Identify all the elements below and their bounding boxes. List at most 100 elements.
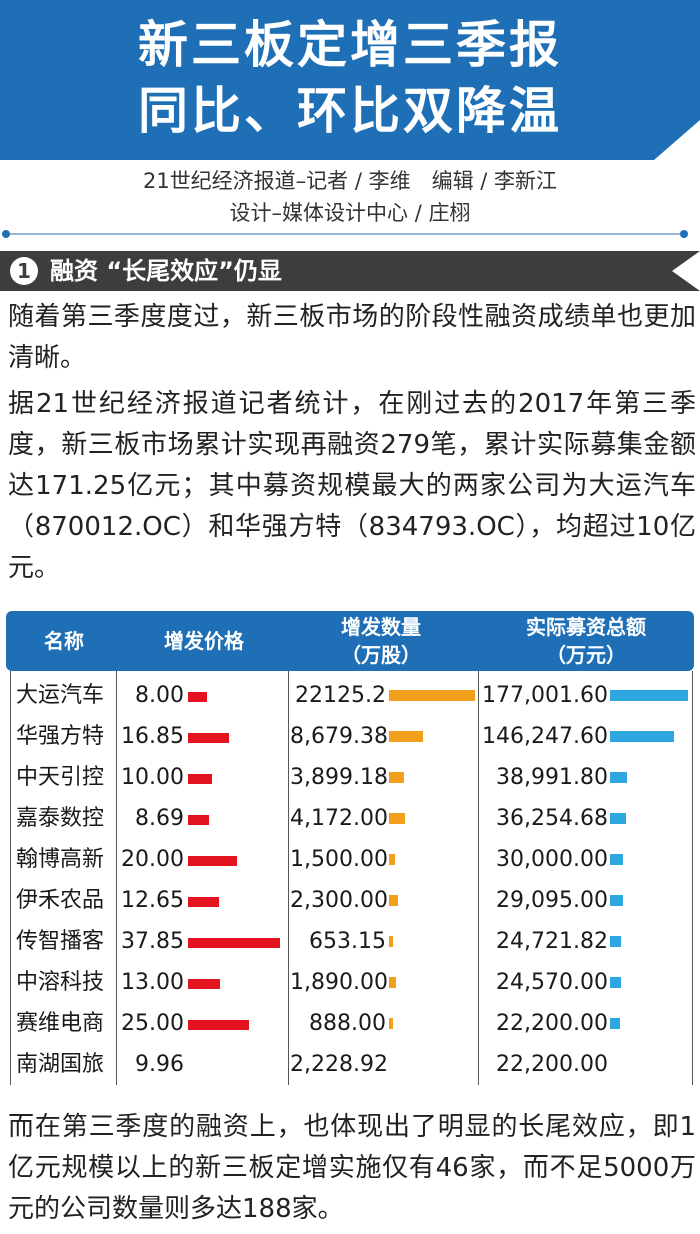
amount-bar (610, 936, 621, 947)
cell-name: 南湖国旅 (16, 1052, 105, 1077)
shares-bar (389, 936, 393, 947)
cell-name: 中天引控 (16, 765, 105, 790)
amount-bar (610, 772, 627, 783)
cell-shares: 888.00 (309, 1011, 386, 1036)
table-row: 大运汽车 8.00 22125.2 177,001.60 (6, 675, 694, 716)
cell-shares: 2,300.00 (290, 888, 388, 913)
cell-price: 12.65 (121, 888, 184, 913)
cell-price: 9.96 (135, 1052, 184, 1077)
title-banner: 新三板定增三季报 同比、环比双降温 (0, 0, 700, 160)
price-bar (188, 856, 237, 866)
table-row: 传智播客 37.85 653.15 24,721.82 (6, 921, 694, 962)
cell-shares: 1,890.00 (290, 970, 388, 995)
table-row: 嘉泰数控 8.69 4,172.00 36,254.68 (6, 798, 694, 839)
cell-amount: 30,000.00 (496, 847, 608, 872)
cell-shares: 3,899.18 (290, 765, 388, 790)
cell-amount: 22,200.00 (496, 1011, 608, 1036)
cell-name: 伊禾农品 (16, 888, 105, 913)
cell-shares: 4,172.00 (290, 806, 388, 831)
section-header: 1 融资 “长尾效应”仍显 (0, 251, 700, 291)
amount-bar (610, 977, 621, 988)
byline-reporter: 21世纪经济报道–记者 / 李维 编辑 / 李新江 (142, 169, 558, 193)
price-bar (188, 774, 212, 784)
cell-amount: 29,095.00 (496, 888, 608, 913)
header-price: 增发价格 (164, 629, 244, 653)
header-shares: 增发数量 (341, 615, 421, 639)
cell-name: 翰博高新 (16, 847, 105, 872)
cell-shares: 1,500.00 (290, 847, 388, 872)
cell-price: 25.00 (121, 1011, 184, 1036)
cell-price: 8.00 (135, 683, 184, 708)
cell-shares: 8,679.38 (290, 724, 388, 749)
shares-bar (389, 813, 405, 824)
column-divider (288, 671, 289, 1085)
cell-name: 传智播客 (16, 929, 105, 954)
cell-amount: 177,001.60 (482, 683, 608, 708)
paragraph-intro: 随着第三季度度过，新三板市场的阶段性融资成绩单也更加清晰。 (8, 302, 696, 373)
cell-shares: 2,228.92 (290, 1052, 388, 1077)
amount-bar (610, 731, 674, 742)
cell-name: 嘉泰数控 (16, 806, 105, 831)
table-row: 赛维电商 25.00 888.00 22,200.00 (6, 1003, 694, 1044)
shares-bar (389, 895, 398, 906)
cell-price: 13.00 (121, 970, 184, 995)
cell-name: 华强方特 (16, 724, 105, 749)
header-amount: 实际募资总额 (526, 615, 646, 639)
cell-price: 10.00 (121, 765, 184, 790)
section-title: 融资 “长尾效应”仍显 (50, 257, 282, 285)
table-row: 伊禾农品 12.65 2,300.00 29,095.00 (6, 880, 694, 921)
cell-shares: 22125.2 (295, 683, 386, 708)
shares-bar (389, 772, 404, 783)
financing-table: 名称 增发价格 增发数量 （万股） 实际募资总额 （万元） 大运汽车 8.00 22… (6, 611, 694, 1087)
cell-amount: 36,254.68 (496, 806, 608, 831)
shares-bar (389, 690, 475, 701)
shares-bar (389, 977, 396, 988)
amount-bar (610, 1018, 620, 1029)
divider-rule (2, 230, 688, 238)
table-row: 中溶科技 13.00 1,890.00 24,570.00 (6, 962, 694, 1003)
title-line-1: 新三板定增三季报 (138, 16, 562, 74)
column-divider (116, 671, 117, 1085)
price-bar (188, 938, 280, 948)
cell-amount: 22,200.00 (496, 1052, 608, 1077)
header-name: 名称 (44, 629, 84, 653)
table-row: 翰博高新 20.00 1,500.00 30,000.00 (6, 839, 694, 880)
shares-bar (389, 731, 423, 742)
cell-amount: 24,721.82 (496, 929, 608, 954)
cell-name: 赛维电商 (16, 1011, 105, 1036)
table-row: 中天引控 10.00 3,899.18 38,991.80 (6, 757, 694, 798)
column-divider (478, 671, 479, 1085)
cell-price: 37.85 (121, 929, 184, 954)
section-number-badge: 1 (10, 257, 38, 285)
cell-shares: 653.15 (309, 929, 386, 954)
banner-corner-cut (654, 120, 700, 160)
price-bar (188, 692, 207, 702)
amount-bar (610, 690, 688, 701)
cell-amount: 38,991.80 (496, 765, 608, 790)
paragraph-long-tail: 而在第三季度的融资上，也体现出了明显的长尾效应，即1亿元规模以上的新三板定增实施… (8, 1112, 696, 1224)
cell-name: 大运汽车 (16, 683, 105, 708)
cell-price: 8.69 (135, 806, 184, 831)
table-row: 华强方特 16.85 8,679.38 146,247.60 (6, 716, 694, 757)
cell-price: 20.00 (121, 847, 184, 872)
section-bar-arrow-cut (672, 251, 700, 291)
price-bar (188, 815, 209, 825)
table-row: 南湖国旅 9.96 2,228.92 22,200.00 (6, 1044, 694, 1085)
cell-price: 16.85 (121, 724, 184, 749)
title-line-2: 同比、环比双降温 (138, 82, 562, 140)
byline-design: 设计–媒体设计中心 / 庄栩 (229, 201, 471, 225)
amount-bar (610, 854, 623, 865)
amount-bar (610, 895, 623, 906)
price-bar (188, 733, 229, 743)
shares-bar (389, 854, 395, 865)
price-bar (188, 979, 220, 989)
shares-bar (389, 1018, 393, 1029)
cell-amount: 146,247.60 (482, 724, 608, 749)
price-bar (188, 897, 219, 907)
amount-bar (610, 813, 626, 824)
header-shares-unit: （万股） (341, 643, 421, 667)
cell-name: 中溶科技 (16, 970, 105, 995)
paragraph-statistics: 据21世纪经济报道记者统计，在刚过去的2017年第三季度，新三板市场累计实现再融… (8, 389, 696, 583)
header-amount-unit: （万元） (546, 643, 626, 667)
cell-amount: 24,570.00 (496, 970, 608, 995)
